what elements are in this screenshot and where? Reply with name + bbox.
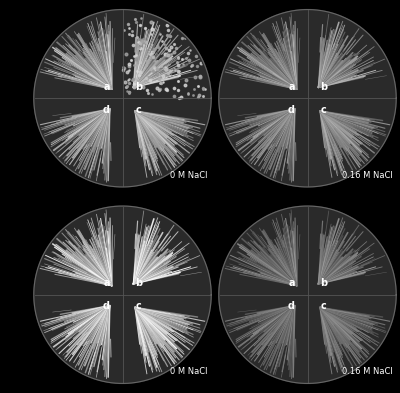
Text: a: a [288,278,295,288]
Text: Rm1021 background: Rm1021 background [10,48,20,149]
Text: a: a [103,278,110,288]
Text: c: c [320,301,326,311]
Text: 0.16 M NaCl: 0.16 M NaCl [342,171,392,180]
Text: a: a [288,82,295,92]
Polygon shape [219,206,396,384]
Text: d: d [103,301,110,311]
Text: d: d [288,105,295,115]
Text: b: b [320,278,327,288]
Polygon shape [219,9,396,187]
Text: 0 M NaCl: 0 M NaCl [170,367,208,376]
Text: b: b [320,82,327,92]
Text: b: b [135,82,142,92]
Text: c: c [135,105,141,115]
Text: d: d [103,105,110,115]
Text: c: c [320,105,326,115]
Text: RmP110 background: RmP110 background [10,244,20,345]
Text: b: b [135,278,142,288]
Polygon shape [34,206,211,384]
Text: 0.16 M NaCl: 0.16 M NaCl [342,367,392,376]
Text: d: d [288,301,295,311]
Polygon shape [34,9,211,187]
Text: c: c [135,301,141,311]
Text: a: a [103,82,110,92]
Text: 0 M NaCl: 0 M NaCl [170,171,208,180]
